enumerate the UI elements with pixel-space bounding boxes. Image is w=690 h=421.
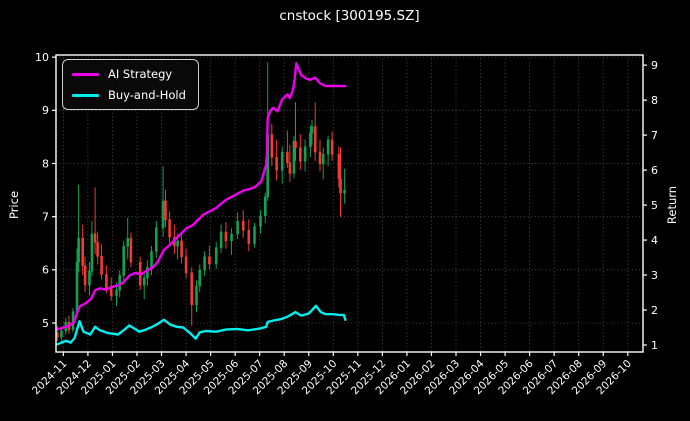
legend-item-ai-strategy: AI Strategy (72, 66, 186, 82)
legend: AI Strategy Buy-and-Hold (62, 59, 199, 110)
svg-text:5: 5 (651, 199, 658, 212)
svg-text:8: 8 (42, 157, 49, 170)
svg-text:6: 6 (42, 264, 49, 277)
svg-text:9: 9 (651, 59, 658, 72)
buy-and-hold-label: Buy-and-Hold (108, 88, 186, 102)
svg-text:5: 5 (42, 317, 49, 330)
chart-title: cnstock [300195.SZ] (279, 8, 420, 24)
legend-item-buy-and-hold: Buy-and-Hold (72, 87, 186, 103)
left-axis-title: Price (7, 190, 21, 220)
svg-text:6: 6 (651, 164, 658, 177)
svg-text:7: 7 (651, 129, 658, 142)
svg-text:4: 4 (651, 234, 658, 247)
buy-and-hold-line-swatch (72, 93, 99, 97)
svg-text:2: 2 (651, 304, 658, 317)
svg-text:8: 8 (651, 94, 658, 107)
svg-text:1: 1 (651, 339, 658, 352)
ai-strategy-label: AI Strategy (108, 67, 173, 81)
svg-text:3: 3 (651, 269, 658, 282)
ai-strategy-line-swatch (72, 72, 99, 76)
svg-text:9: 9 (42, 104, 49, 117)
svg-text:10: 10 (35, 51, 49, 64)
right-axis-title: Return (665, 185, 679, 225)
svg-text:7: 7 (42, 211, 49, 224)
